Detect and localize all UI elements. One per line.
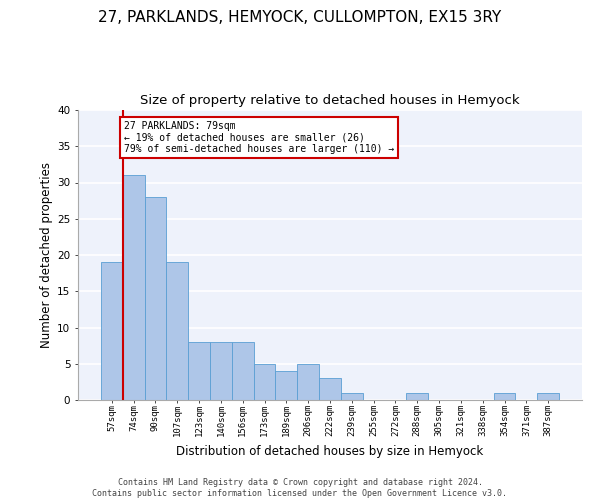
Bar: [166, 262, 188, 400]
Bar: [254, 364, 275, 400]
Bar: [537, 393, 559, 400]
Title: Size of property relative to detached houses in Hemyock: Size of property relative to detached ho…: [140, 94, 520, 108]
Text: 27 PARKLANDS: 79sqm
← 19% of detached houses are smaller (26)
79% of semi-detach: 27 PARKLANDS: 79sqm ← 19% of detached ho…: [124, 121, 394, 154]
Bar: [232, 342, 254, 400]
Text: Contains HM Land Registry data © Crown copyright and database right 2024.
Contai: Contains HM Land Registry data © Crown c…: [92, 478, 508, 498]
Bar: [188, 342, 210, 400]
Bar: [406, 393, 428, 400]
Text: 27, PARKLANDS, HEMYOCK, CULLOMPTON, EX15 3RY: 27, PARKLANDS, HEMYOCK, CULLOMPTON, EX15…: [98, 10, 502, 25]
Y-axis label: Number of detached properties: Number of detached properties: [40, 162, 53, 348]
X-axis label: Distribution of detached houses by size in Hemyock: Distribution of detached houses by size …: [176, 445, 484, 458]
Bar: [275, 371, 297, 400]
Bar: [297, 364, 319, 400]
Bar: [123, 176, 145, 400]
Bar: [210, 342, 232, 400]
Bar: [101, 262, 123, 400]
Bar: [145, 197, 166, 400]
Bar: [494, 393, 515, 400]
Bar: [319, 378, 341, 400]
Bar: [341, 393, 363, 400]
